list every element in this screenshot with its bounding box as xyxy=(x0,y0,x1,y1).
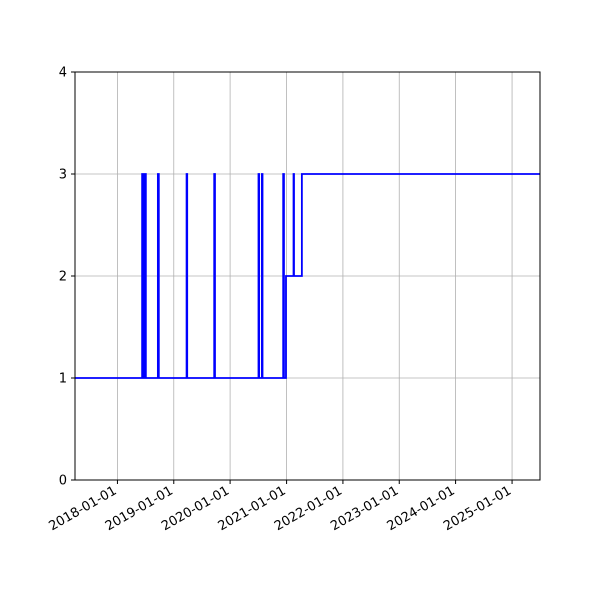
series-line xyxy=(75,173,540,379)
y-axis: 0 1 2 3 4 xyxy=(59,66,75,489)
y-tick-label: 1 xyxy=(59,372,67,387)
y-tick-label: 4 xyxy=(59,66,67,81)
y-tick-label: 2 xyxy=(59,270,67,285)
y-tick-label: 3 xyxy=(59,168,67,183)
series-layer xyxy=(75,173,540,379)
y-tick-label: 0 xyxy=(59,474,67,489)
